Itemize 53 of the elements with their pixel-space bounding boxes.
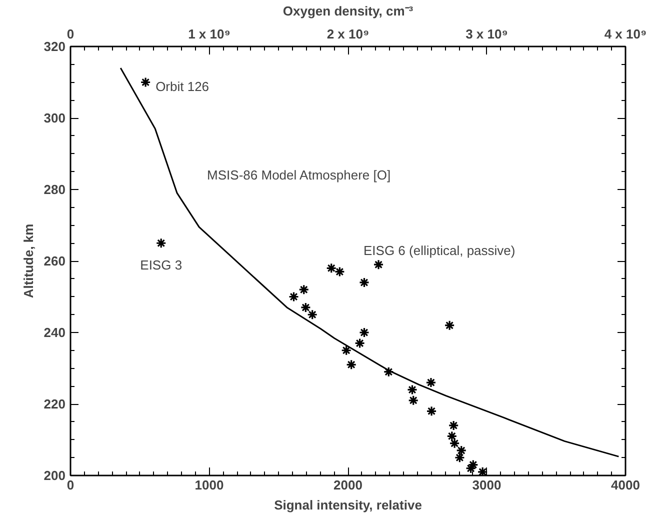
annotation: EISG 6 (elliptical, passive) xyxy=(364,243,516,258)
point xyxy=(406,384,418,395)
y-tick-label: 300 xyxy=(44,110,66,126)
point xyxy=(449,438,460,449)
x2-tick-label: 1 x 10⁹ xyxy=(188,26,230,42)
point xyxy=(408,395,419,406)
annotation: EISG 3 xyxy=(140,258,182,273)
point xyxy=(426,377,436,388)
x2-tick-label: 2 x 10⁹ xyxy=(326,26,370,42)
y-tick-label: 200 xyxy=(44,468,66,483)
point xyxy=(454,452,465,463)
y-axis-title: Altitude, km xyxy=(20,224,36,298)
y-tick-label: 280 xyxy=(44,182,66,197)
point xyxy=(300,302,311,313)
x2-axis-title: Oxygen density, cm⁻³ xyxy=(282,4,414,18)
point xyxy=(326,262,337,274)
point xyxy=(358,327,370,338)
x-tick-label: 3000 xyxy=(472,478,502,492)
point xyxy=(477,466,488,476)
point xyxy=(156,238,166,248)
x2-tick-label: 4 x 10⁹ xyxy=(604,26,647,42)
point xyxy=(448,420,459,431)
point xyxy=(346,359,357,370)
y-tick-label: 240 xyxy=(44,325,66,340)
x-tick-label: 1000 xyxy=(194,478,224,492)
x2-tick-label: 0 xyxy=(66,26,74,42)
x-tick-label: 4000 xyxy=(611,478,640,492)
x2-tick-label: 3 x 10⁹ xyxy=(466,26,508,42)
point xyxy=(444,320,455,331)
point xyxy=(465,463,476,474)
line-series xyxy=(120,67,620,458)
point xyxy=(298,284,310,295)
annotation: Orbit 126 xyxy=(156,78,210,94)
point xyxy=(354,338,366,349)
x-tick-label: 2000 xyxy=(334,478,362,492)
point xyxy=(426,406,437,416)
point xyxy=(140,76,151,88)
point xyxy=(383,366,394,378)
annotation: MSIS-86 Model Atmosphere [O] xyxy=(207,168,391,183)
point xyxy=(468,459,478,470)
point xyxy=(358,277,370,288)
x-axis-title: Signal intensity, relative xyxy=(274,498,422,512)
x-tick-label: 0 xyxy=(66,478,74,492)
point xyxy=(334,266,345,278)
point xyxy=(341,345,352,356)
point xyxy=(288,291,300,302)
y-tick-label: 260 xyxy=(44,254,66,268)
y-tick-label: 320 xyxy=(44,39,66,54)
point xyxy=(446,430,458,442)
point xyxy=(307,309,318,320)
point xyxy=(373,259,384,270)
y-tick-label: 220 xyxy=(44,396,66,412)
point xyxy=(456,445,467,456)
